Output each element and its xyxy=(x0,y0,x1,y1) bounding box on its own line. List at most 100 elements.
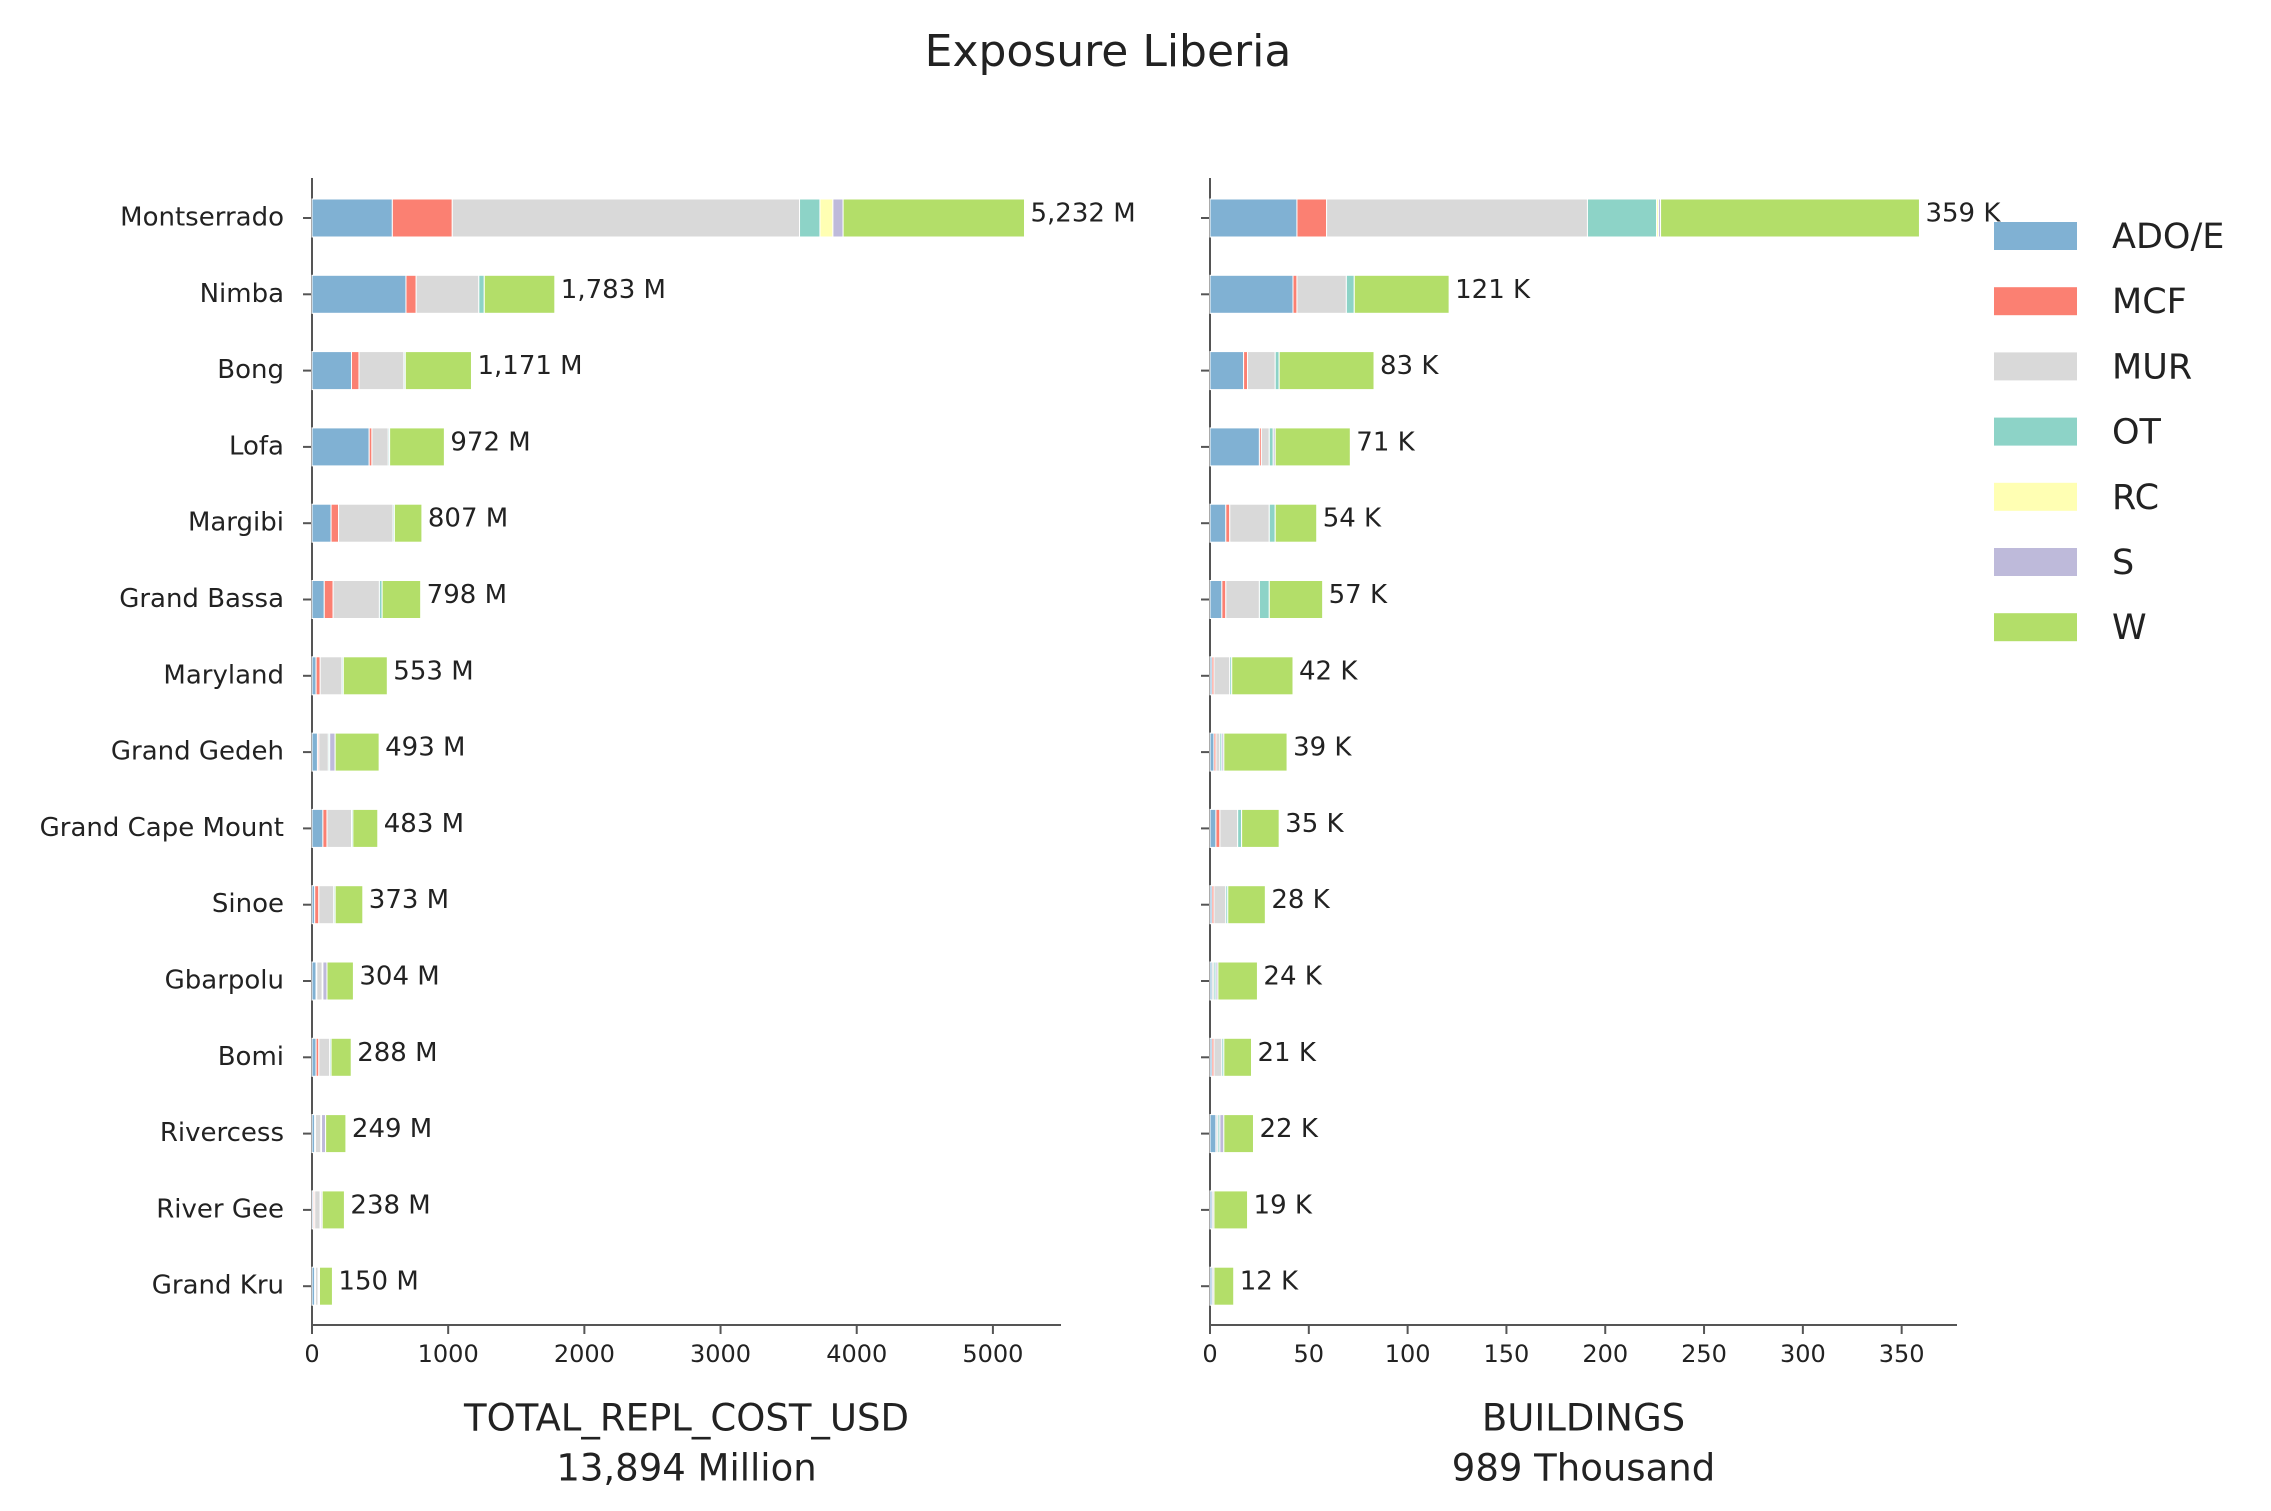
bar-segment xyxy=(1219,1114,1225,1154)
total-label: 238 M xyxy=(350,1190,430,1220)
bar-segment xyxy=(405,274,417,314)
bar-segment xyxy=(1353,274,1450,314)
bar-segment xyxy=(1660,198,1920,238)
bar-segment xyxy=(318,1266,333,1306)
x-tick-label: 200 xyxy=(1582,1340,1628,1368)
bar-segment xyxy=(332,580,380,619)
legend-swatch xyxy=(1994,352,2077,381)
bar-segment xyxy=(311,580,325,619)
bar-segment xyxy=(1345,274,1355,314)
bar-segment xyxy=(799,198,821,238)
total-label: 22 K xyxy=(1259,1114,1318,1144)
y-tick-label: Margibi xyxy=(188,508,284,538)
y-tick-label: Grand Gedeh xyxy=(111,737,284,767)
bar-segment xyxy=(322,808,328,848)
total-label: 1,171 M xyxy=(477,351,582,381)
bar-segment xyxy=(1209,580,1223,619)
bar-segment xyxy=(1223,732,1288,772)
total-label: 24 K xyxy=(1263,962,1322,992)
bar-segment xyxy=(478,274,485,314)
x-tick-label: 50 xyxy=(1294,1340,1325,1368)
bar-segment xyxy=(1219,808,1239,848)
bar-segment xyxy=(329,732,336,772)
bar-segment xyxy=(1237,808,1243,848)
y-tick-label: Rivercess xyxy=(160,1118,284,1148)
total-label: 42 K xyxy=(1299,656,1358,686)
bar-segment xyxy=(1221,580,1227,619)
bar-segment xyxy=(415,274,480,314)
bar-segment xyxy=(371,427,389,467)
bar-segment xyxy=(1274,351,1280,391)
bar-segment xyxy=(1225,580,1260,619)
bar-segment xyxy=(1209,274,1294,314)
bar-segment xyxy=(326,961,354,1001)
total-label: 28 K xyxy=(1271,885,1330,915)
total-label: 21 K xyxy=(1258,1038,1317,1068)
bar-segment xyxy=(1209,427,1260,467)
legend-swatch xyxy=(1994,482,2077,511)
x-tick-label: 250 xyxy=(1681,1340,1727,1368)
y-tick-label: Grand Kru xyxy=(152,1271,284,1301)
bar-segment xyxy=(1213,656,1231,696)
bar-segment xyxy=(1258,580,1270,619)
bar-segment xyxy=(1586,198,1658,238)
bar-segment xyxy=(352,808,379,848)
bar-segment xyxy=(1241,808,1280,848)
legend-label: S xyxy=(2112,543,2134,583)
x-tick-label: 1000 xyxy=(418,1340,479,1368)
bar-segment xyxy=(311,961,317,1001)
legend-label: RC xyxy=(2112,478,2159,518)
total-label: 304 M xyxy=(359,962,439,992)
bar-segment xyxy=(1225,503,1231,543)
bar-segment xyxy=(318,1037,331,1077)
bar-segment xyxy=(358,351,405,391)
bar-segment xyxy=(1296,274,1347,314)
bar-segment xyxy=(322,961,328,1001)
total-label: 972 M xyxy=(450,427,530,457)
total-label: 19 K xyxy=(1254,1190,1313,1220)
bar-segment xyxy=(1213,1190,1249,1230)
bar-segment xyxy=(832,198,844,238)
total-label: 798 M xyxy=(427,580,507,610)
bar-segment xyxy=(311,198,393,238)
total-label: 83 K xyxy=(1380,351,1439,381)
y-tick-label: Montserrado xyxy=(120,203,284,233)
bar-segment xyxy=(314,1190,321,1230)
bar-segment xyxy=(311,351,352,391)
bar-segment xyxy=(316,961,323,1001)
y-tick-label: Bomi xyxy=(218,1042,284,1072)
total-label: 553 M xyxy=(393,656,473,686)
bar-segment xyxy=(1209,351,1245,391)
bar-segment xyxy=(318,885,335,925)
bar-segment xyxy=(1229,503,1270,543)
bar-segment xyxy=(1227,885,1266,925)
bar-segment xyxy=(1213,885,1227,925)
bar-segment xyxy=(311,656,317,696)
bar-segment xyxy=(330,1037,352,1077)
total-label: 493 M xyxy=(385,733,465,763)
total-label: 121 K xyxy=(1455,275,1531,305)
bar-segment xyxy=(314,1114,322,1154)
total-label: 807 M xyxy=(428,504,508,534)
total-label: 150 M xyxy=(338,1267,418,1297)
bar-segment xyxy=(326,808,352,848)
bar-segment xyxy=(1217,961,1258,1001)
y-tick-label: Grand Bassa xyxy=(119,584,284,614)
bar-segment xyxy=(842,198,1026,238)
bar-segment xyxy=(1215,808,1221,848)
bar-segment xyxy=(391,198,453,238)
bar-segment xyxy=(318,732,329,772)
x-tick-label: 0 xyxy=(304,1340,319,1368)
bar-segment xyxy=(325,1114,347,1154)
bar-segment xyxy=(323,580,334,619)
bar-segment xyxy=(393,503,423,543)
bar-segment xyxy=(1274,427,1351,467)
bar-segment xyxy=(1209,1114,1217,1154)
y-tick-label: Sinoe xyxy=(212,889,284,919)
legend-swatch xyxy=(1994,613,2077,642)
bar-segment xyxy=(1260,427,1270,467)
bar-segment xyxy=(1326,198,1588,238)
legend-label: MCF xyxy=(2112,282,2187,322)
total-label: 5,232 M xyxy=(1031,199,1136,229)
